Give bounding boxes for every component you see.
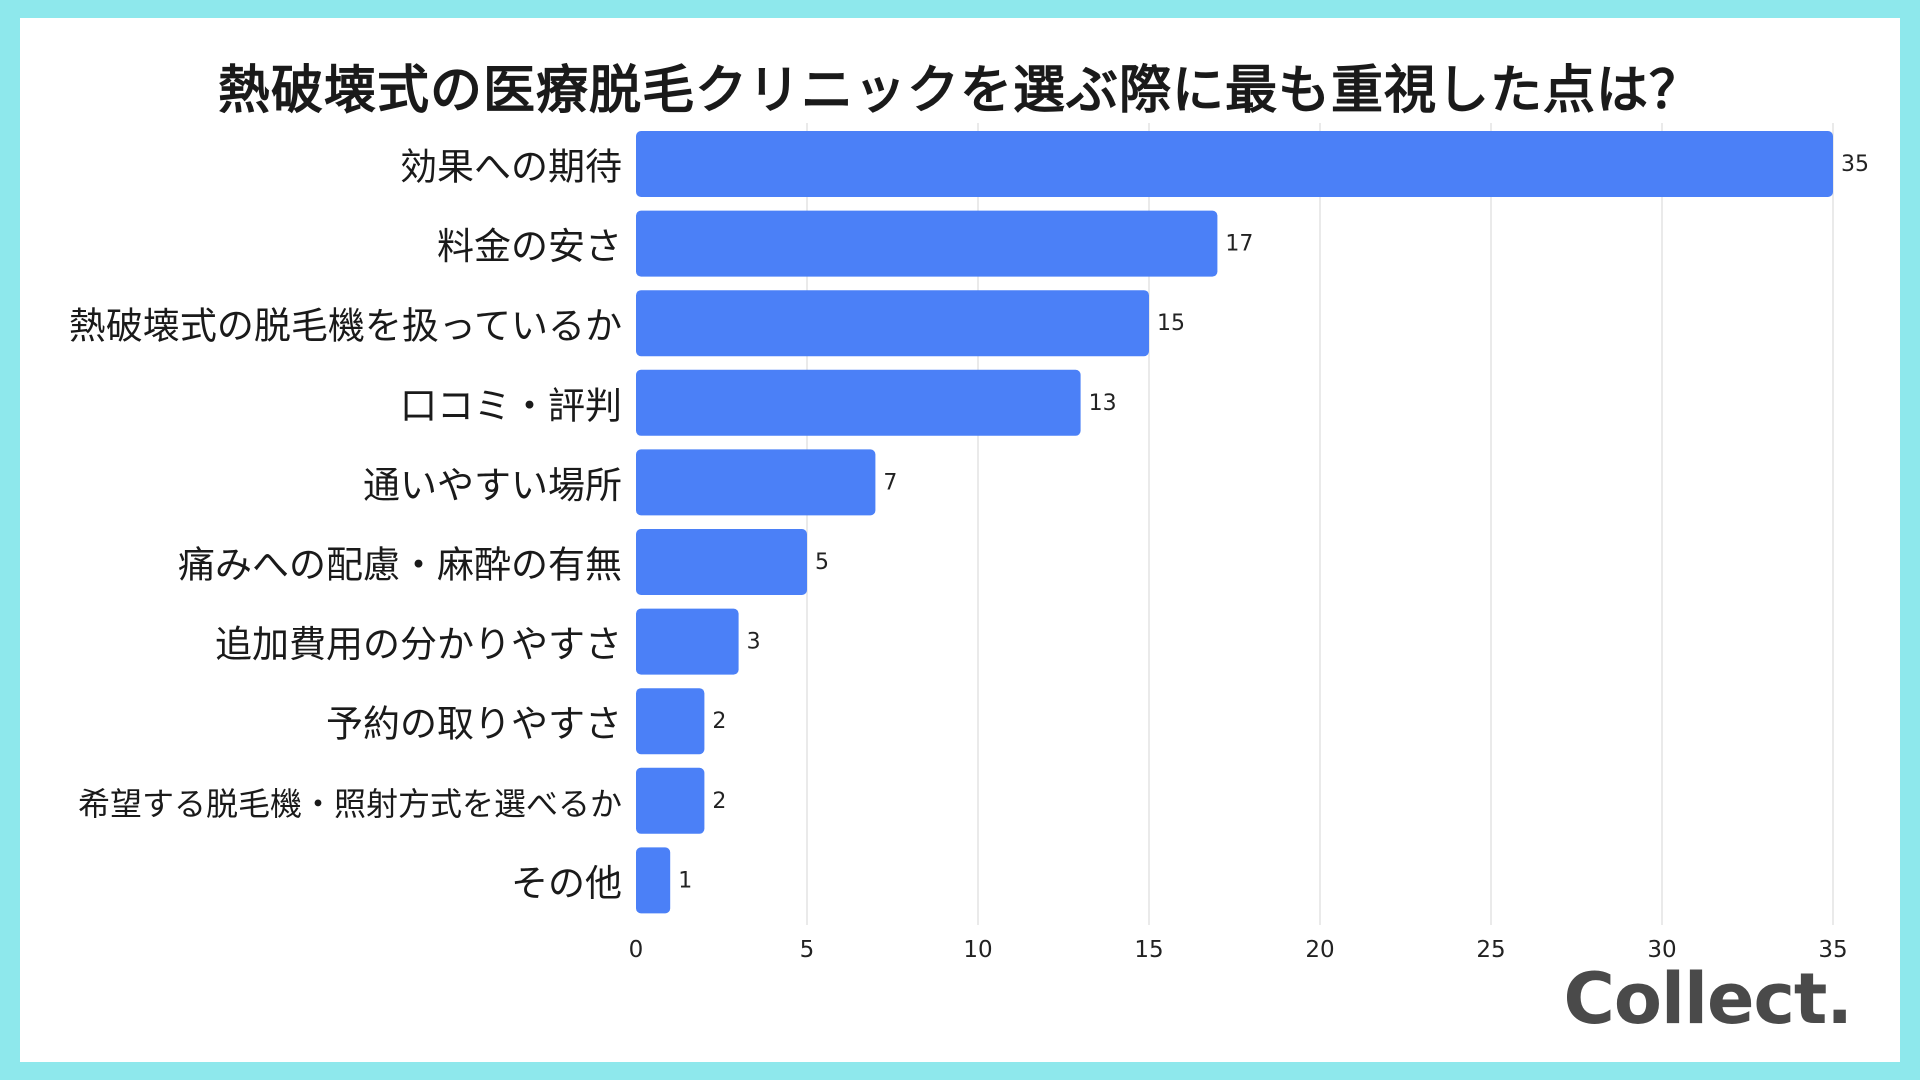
- category-label: 通いやすい場所: [363, 464, 622, 507]
- category-label: 効果への期待: [400, 146, 622, 189]
- x-tick-label: 5: [800, 937, 815, 963]
- category-label: 熱破壊式の脱毛機を扱っているか: [69, 305, 622, 348]
- bar: [636, 608, 739, 675]
- category-label: 料金の安さ: [437, 225, 622, 268]
- collect-logo: Collect.: [1563, 958, 1853, 1040]
- x-tick-label: 25: [1476, 937, 1505, 963]
- bar: [636, 131, 1833, 197]
- bar: [636, 449, 876, 516]
- x-tick-label: 20: [1305, 937, 1334, 963]
- bar: [636, 290, 1149, 357]
- bar-value-label: 3: [747, 630, 761, 655]
- x-tick-label: 10: [963, 937, 992, 963]
- category-label: 予約の取りやすさ: [326, 703, 622, 746]
- category-label: 希望する脱毛機・照射方式を選べるか: [78, 785, 622, 823]
- bar-value-label: 15: [1157, 311, 1185, 336]
- x-tick-label: 15: [1134, 937, 1163, 963]
- bar-value-label: 5: [815, 550, 829, 575]
- bar-value-label: 13: [1089, 391, 1117, 416]
- bar: [636, 847, 671, 914]
- bar-value-label: 35: [1841, 152, 1869, 177]
- bar-chart: 35効果への期待17料金の安さ15熱破壊式の脱毛機を扱っているか13口コミ・評判…: [69, 123, 1869, 963]
- chart-card: 熱破壊式の医療脱毛クリニックを選ぶ際に最も重視した点は？ 35 効果への期待 17 料…: [20, 18, 1900, 1062]
- category-label: その他: [511, 862, 622, 905]
- category-label: 痛みへの配慮・麻酔の有無: [178, 544, 622, 587]
- bar-value-label: 1: [678, 868, 692, 893]
- bar: [636, 688, 705, 755]
- bar: [636, 529, 807, 595]
- x-tick-label: 30: [1647, 937, 1676, 963]
- bar-value-label: 2: [712, 789, 726, 814]
- bar: [636, 210, 1218, 277]
- chart-title: 熱破壊式の医療脱毛クリニックを選ぶ際に最も重視した点は？: [217, 61, 1702, 121]
- x-tick-label: 0: [629, 937, 644, 963]
- x-tick-label: 35: [1818, 937, 1847, 963]
- category-label: 口コミ・評判: [400, 384, 622, 427]
- bar-value-label: 7: [883, 470, 897, 495]
- bar: [636, 767, 705, 834]
- category-label: 追加費用の分かりやすさ: [215, 623, 622, 666]
- bar: [636, 369, 1081, 436]
- bar-value-label: 17: [1225, 232, 1253, 257]
- bar-value-label: 2: [712, 709, 726, 734]
